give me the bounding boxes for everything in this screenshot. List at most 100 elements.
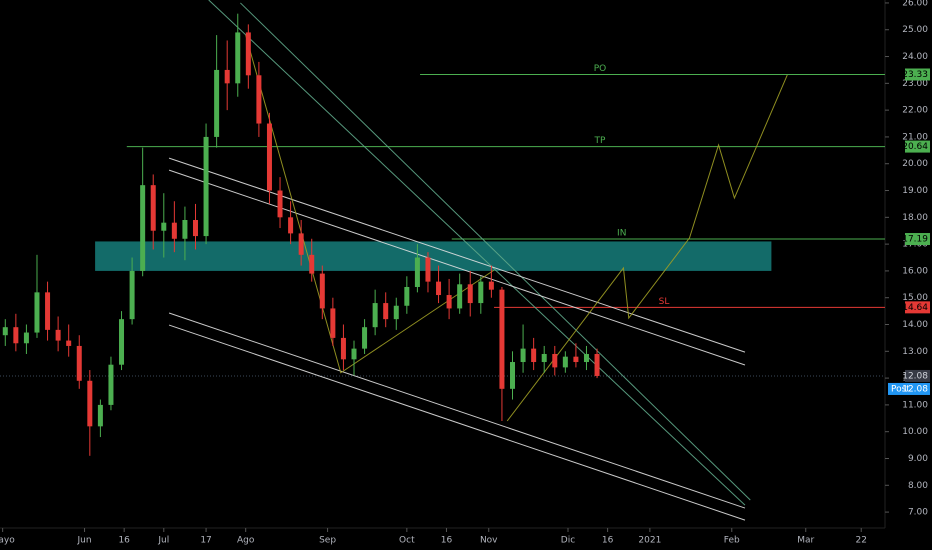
level-tag-label: 20.64 (902, 142, 928, 152)
candle-body (531, 348, 537, 363)
x-tick-label: 22 (855, 536, 866, 546)
level-name: TP (594, 136, 606, 146)
candle-body (13, 327, 19, 344)
x-tick-label: Dic (561, 536, 575, 546)
candle-body (245, 32, 251, 76)
level-name: PO (594, 64, 607, 74)
candle-body (224, 69, 230, 84)
trend-line (208, 0, 746, 506)
candle-body (552, 353, 558, 368)
level-tag (905, 233, 930, 246)
candle-body (404, 286, 410, 306)
candle-body (446, 295, 452, 309)
candle-body (119, 319, 125, 365)
candle-body (182, 220, 188, 239)
candle-body (393, 305, 399, 320)
post-tag (888, 382, 930, 395)
trend-line (168, 169, 746, 366)
y-tick-label: 23.00 (902, 79, 928, 89)
candle-body (203, 136, 209, 237)
candle-body (34, 292, 40, 333)
y-tick-label: 11.00 (902, 400, 928, 410)
candle-body (97, 404, 103, 427)
candle-body (541, 353, 547, 363)
x-tick-label: Oct (399, 536, 415, 546)
candle-body (298, 233, 304, 255)
level-name: SL (659, 297, 670, 307)
x-tick-label: Sep (319, 536, 336, 546)
level-tag-label: 23.33 (902, 70, 928, 80)
candle-body (2, 327, 8, 336)
y-tick-label: 20.00 (902, 159, 928, 169)
candle-body (140, 185, 146, 271)
y-tick-label: 8.00 (908, 481, 928, 491)
candle-body (87, 380, 93, 427)
y-tick-label: 16.00 (902, 266, 928, 276)
candle-body (330, 308, 336, 338)
y-tick-label: 13.00 (902, 347, 928, 357)
last-price-tag (905, 369, 930, 382)
post-value: 12.08 (902, 384, 928, 394)
y-tick-label: 21.00 (902, 132, 928, 142)
trend-line (240, 2, 751, 501)
candle-body (192, 220, 198, 237)
x-tick-label: 16 (602, 536, 614, 546)
candle-body (214, 69, 220, 137)
y-tick-label: 10.00 (902, 427, 928, 437)
x-tick-label: 2021 (638, 536, 661, 546)
candle-body (340, 337, 346, 360)
x-tick-label: Jun (77, 536, 92, 546)
post-label: Post (891, 384, 910, 394)
candle-body (510, 362, 516, 389)
x-tick-label: Mar (797, 536, 814, 546)
candle-body (436, 281, 442, 296)
y-tick-label: 24.00 (902, 52, 928, 62)
x-tick-label: Feb (724, 536, 740, 546)
y-tick-label: 25.00 (902, 25, 928, 35)
trend-line (168, 324, 746, 521)
candle-body (457, 284, 463, 309)
x-tick-label: Ago (237, 536, 255, 546)
zone (95, 241, 772, 271)
candle-body (129, 270, 135, 320)
y-tick-label: 26.00 (902, 0, 928, 8)
candle-body (235, 32, 241, 84)
y-tick-label: 7.00 (908, 508, 928, 518)
candle-body (478, 281, 484, 304)
x-tick-label: 17 (200, 536, 211, 546)
x-tick-label: 16 (118, 536, 130, 546)
level-tag (905, 140, 930, 153)
candle-body (414, 257, 420, 287)
level-tag (905, 68, 930, 81)
candle-body (351, 348, 357, 360)
candle-body (362, 327, 368, 349)
trend-line (168, 312, 746, 509)
candle-body (562, 356, 568, 368)
level-tag-label: 14.64 (902, 303, 928, 313)
candle-body (76, 345, 82, 381)
candle-body (499, 289, 505, 389)
candle-body (277, 190, 283, 218)
candle-body (520, 348, 526, 363)
y-tick-label: 22.00 (902, 106, 928, 116)
price-axis (885, 0, 932, 550)
candle-body (266, 123, 272, 191)
candle-body (108, 364, 114, 405)
candle-body (383, 303, 389, 320)
candle-body (573, 356, 579, 363)
level-tag (905, 301, 930, 314)
candle-body (488, 281, 494, 290)
candle-body (161, 222, 167, 231)
candle-body (425, 257, 431, 282)
trend-line (506, 74, 788, 422)
candle-body (594, 353, 600, 376)
candle-body (288, 217, 294, 234)
candle-body (45, 292, 51, 330)
trend-line (245, 34, 495, 374)
y-tick-label: 14.00 (902, 320, 928, 330)
x-tick-label: Jul (157, 536, 169, 546)
candle-body (66, 340, 72, 346)
x-tick-label: 16 (441, 536, 453, 546)
candle-body (583, 353, 589, 363)
